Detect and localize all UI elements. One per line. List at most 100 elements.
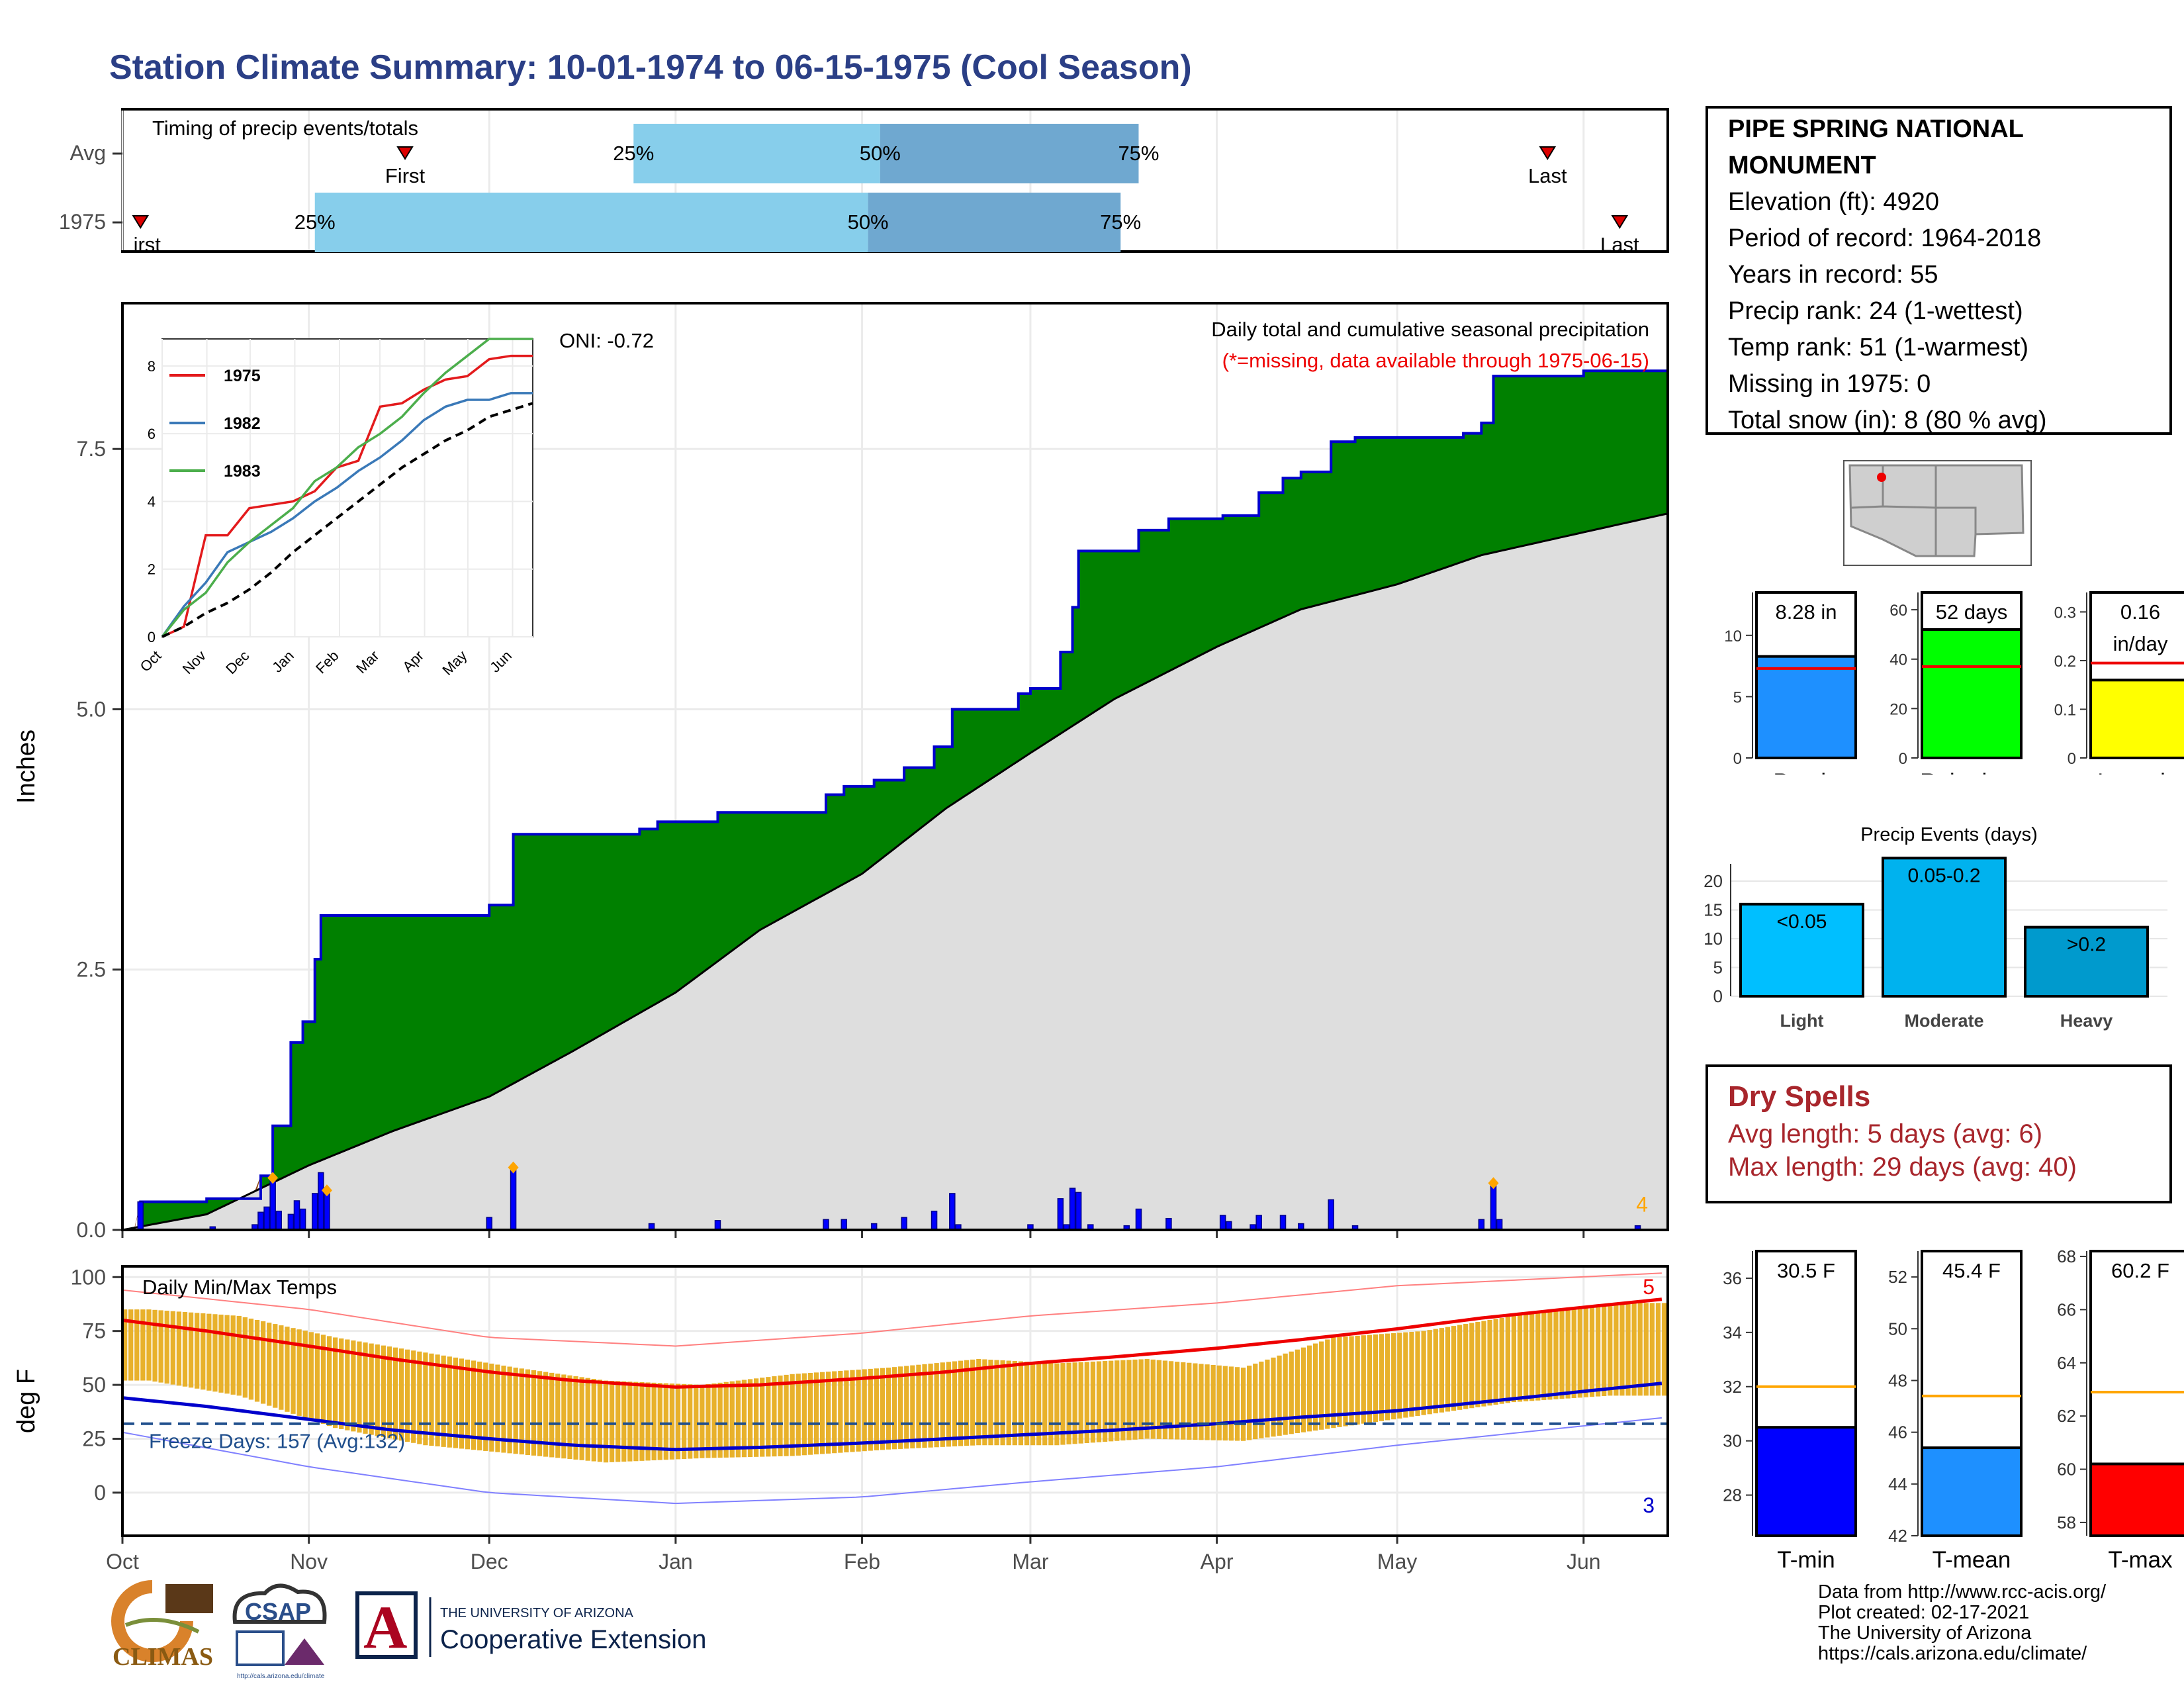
daily-temp-range-bar: [1655, 1303, 1661, 1396]
daily-temp-range-bar: [435, 1354, 440, 1446]
daily-temp-range-bar: [495, 1364, 500, 1452]
footer-url: https://cals.arizona.edu/climate/: [1818, 1643, 2087, 1664]
daily-temp-range-bar: [850, 1370, 855, 1452]
inset-y-label: 0: [148, 629, 156, 645]
events-y-label: 20: [1704, 871, 1723, 891]
daily-temp-range-bar: [195, 1313, 200, 1389]
daily-temp-range-bar: [778, 1375, 783, 1456]
summary-value-unit: in/day: [2113, 632, 2168, 655]
daily-temp-range-bar: [140, 1309, 146, 1381]
daily-temp-range-bar: [615, 1381, 621, 1462]
daily-temp-range-bar: [1421, 1331, 1426, 1415]
daily-temp-range-bar: [279, 1325, 284, 1410]
daily-temp-range-bar: [1439, 1328, 1445, 1413]
csap-text: CSAP: [245, 1598, 311, 1625]
daily-temp-range-bar: [964, 1360, 970, 1446]
daily-temp-range-bar: [567, 1375, 572, 1460]
daily-precip-bar: [324, 1193, 330, 1231]
record-low-count: 3: [1643, 1493, 1655, 1517]
timing-p25-label: 25%: [613, 142, 654, 165]
station-elevation: Elevation (ft): 4920: [1728, 188, 1939, 216]
daily-temp-range-bar: [609, 1380, 615, 1462]
daily-precip-bar: [1075, 1192, 1082, 1231]
daily-temp-range-bar: [561, 1374, 567, 1459]
daily-temp-range-bar: [1373, 1334, 1379, 1423]
ua-letter: A: [363, 1593, 407, 1661]
daily-temp-range-bar: [591, 1378, 596, 1462]
daily-temp-range-bar: [657, 1383, 662, 1460]
daily-temp-range-bar: [633, 1382, 639, 1462]
observed-cumulative-line: [122, 367, 1669, 1231]
ua-big-text: Cooperative Extension: [440, 1625, 706, 1654]
month-label: Dec: [471, 1550, 508, 1573]
daily-temp-range-bar: [296, 1329, 302, 1416]
daily-temp-range-bar: [1583, 1306, 1589, 1397]
daily-temp-range-bar: [164, 1311, 169, 1384]
summary-y-label: 34: [1723, 1323, 1742, 1342]
record-count: 4: [1636, 1193, 1648, 1217]
timing-p50-label: 50%: [848, 211, 889, 234]
daily-temp-range-bar: [1475, 1322, 1480, 1407]
daily-temp-range-bar: [940, 1362, 945, 1447]
daily-temp-range-bar: [976, 1359, 981, 1446]
daily-temp-range-bar: [1397, 1333, 1402, 1419]
daily-temp-range-bar: [513, 1368, 518, 1454]
daily-temp-range-bar: [1319, 1341, 1324, 1430]
daily-temp-range-bar: [248, 1318, 254, 1400]
month-label: Feb: [844, 1550, 880, 1573]
timing-p75-label: 75%: [1100, 211, 1141, 234]
summary-y-label: 0.1: [2054, 701, 2076, 719]
record-high-count: 5: [1643, 1275, 1655, 1299]
station-years: Years in record: 55: [1728, 261, 1938, 289]
footer-source: Data from http://www.rcc-acis.org/: [1818, 1581, 2107, 1603]
daily-temp-range-bar: [1259, 1361, 1264, 1438]
summary-y-label: 46: [1888, 1423, 1907, 1442]
daily-temp-range-bar: [453, 1357, 458, 1448]
daily-precip-bar: [486, 1217, 492, 1231]
daily-temp-range-bar: [1349, 1336, 1354, 1426]
daily-temp-range-bar: [1253, 1363, 1258, 1440]
daily-temp-range-bar: [784, 1374, 789, 1456]
station-temp-rank: Temp rank: 51 (1-warmest): [1728, 334, 2029, 361]
record-low-line: [122, 1417, 1662, 1505]
daily-temp-range-bar: [375, 1344, 380, 1436]
daily-temp-range-bar: [1295, 1349, 1300, 1434]
summary-y-label: 0: [1733, 750, 1742, 768]
daily-temp-range-bar: [579, 1377, 584, 1460]
summary-value-label: 30.5 F: [1777, 1259, 1835, 1282]
daily-precip-bar: [841, 1219, 848, 1231]
first-marker: [396, 146, 414, 160]
summary-category-label: Intensity: [2097, 769, 2184, 774]
daily-temp-range-bar: [838, 1370, 843, 1453]
daily-temp-range-bar: [747, 1379, 753, 1458]
daily-temp-range-bar: [1216, 1365, 1222, 1440]
summary-y-label: 44: [1888, 1474, 1907, 1494]
daily-temp-range-bar: [1277, 1355, 1282, 1436]
inset-legend-label: 1975: [224, 367, 261, 385]
daily-temp-range-bar: [122, 1309, 128, 1381]
temp-plot-frame: [121, 1265, 1669, 1537]
daily-temp-range-bar: [1162, 1360, 1168, 1440]
daily-temp-range-bar: [1084, 1362, 1089, 1443]
first-label: First: [385, 164, 426, 187]
daily-temp-range-bar: [760, 1378, 765, 1457]
daily-temp-range-bar: [1072, 1362, 1077, 1444]
events-category-label: Light: [1780, 1011, 1824, 1031]
first-label: irst: [134, 233, 161, 256]
daily-temp-range-bar: [351, 1340, 356, 1432]
daily-temp-range-bar: [597, 1380, 603, 1462]
daily-temp-range-bar: [242, 1317, 248, 1398]
daily-temp-range-bar: [1300, 1347, 1306, 1432]
daily-temp-range-bar: [651, 1382, 657, 1461]
daily-temp-range-bar: [392, 1347, 398, 1440]
temp-y-tick-label: 100: [71, 1265, 106, 1289]
daily-temp-range-bar: [573, 1376, 578, 1460]
summary-y-label: 40: [1889, 651, 1907, 669]
daily-temp-range-bar: [1637, 1303, 1643, 1396]
events-bar: [2024, 925, 2149, 998]
summary-y-label: 0: [2068, 750, 2076, 768]
daily-temp-range-bar: [1228, 1366, 1234, 1441]
timing-row-label: 1975: [59, 210, 106, 234]
daily-temp-range-bar: [201, 1313, 206, 1390]
temp-y-axis-label: deg F: [13, 1369, 40, 1433]
